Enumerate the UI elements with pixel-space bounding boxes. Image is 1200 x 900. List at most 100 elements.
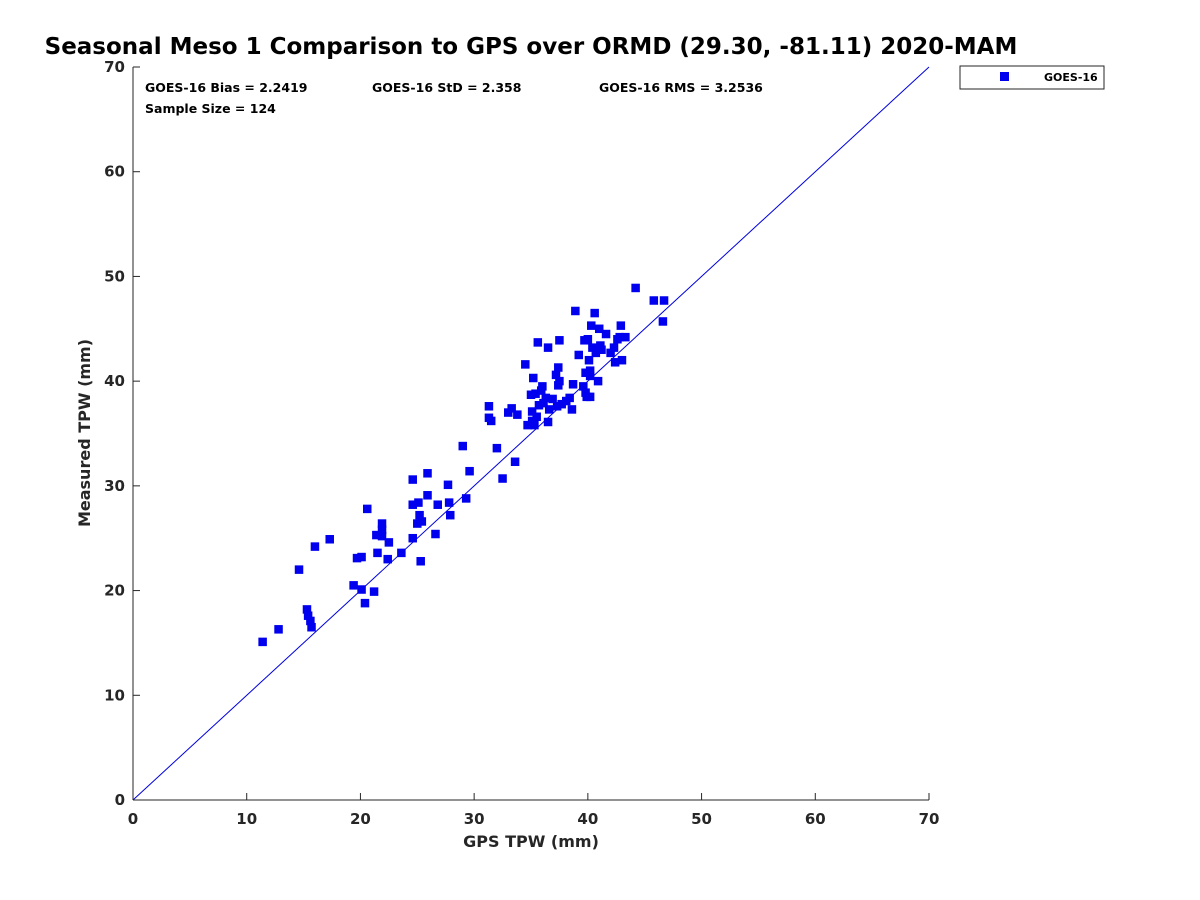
data-point [369, 587, 379, 596]
data-point [510, 457, 520, 467]
data-point [590, 308, 599, 318]
data-point [294, 565, 304, 574]
y-tick-label: 40 [104, 372, 125, 390]
one-to-one-line [132, 66, 930, 801]
data-point [349, 581, 358, 590]
data-point [554, 363, 563, 372]
data-point [523, 420, 532, 430]
data-point [588, 343, 597, 352]
data-point [461, 494, 471, 503]
data-point [274, 625, 283, 634]
data-point [526, 390, 536, 400]
data-point [377, 531, 387, 541]
stat-bias: GOES-16 Bias = 2.2419 [145, 80, 307, 95]
data-point [377, 525, 387, 535]
x-tick-label: 40 [577, 810, 598, 828]
y-tick-label: 10 [104, 686, 125, 704]
x-ticks: 0 10 20 30 40 50 60 70 [128, 793, 940, 828]
x-axis-label: GPS TPW (mm) [463, 832, 599, 851]
data-point [659, 296, 669, 305]
data-point [531, 389, 540, 398]
data-point [533, 338, 543, 347]
data-point [431, 529, 440, 539]
data-point [585, 371, 595, 381]
x-tick-label: 0 [128, 810, 138, 828]
data-point [621, 332, 630, 342]
data-point [538, 382, 547, 391]
data-point [397, 548, 406, 558]
stat-std: GOES-16 StD = 2.358 [372, 80, 521, 95]
data-point [423, 491, 432, 500]
legend-label-goes-16: GOES-16 [1044, 71, 1098, 84]
data-point [583, 335, 593, 344]
data-point [593, 376, 603, 386]
data-point [414, 498, 423, 507]
y-tick-label: 70 [104, 58, 125, 76]
x-tick-label: 70 [919, 810, 940, 828]
data-point [423, 469, 432, 478]
data-point [617, 355, 627, 365]
data-point [306, 616, 315, 626]
data-point [310, 542, 320, 551]
data-point [513, 410, 522, 419]
chart-title: Seasonal Meso 1 Comparison to GPS over O… [45, 34, 1018, 60]
data-point [521, 360, 530, 369]
data-point [609, 343, 619, 352]
data-point [383, 554, 392, 564]
data-point [408, 500, 417, 509]
x-tick-label: 20 [350, 810, 371, 828]
data-point [587, 321, 596, 330]
data-point [325, 535, 334, 544]
data-point [658, 317, 668, 326]
data-point [507, 404, 516, 413]
data-point [649, 296, 659, 305]
data-point [352, 553, 362, 563]
data-point [539, 398, 548, 408]
data-point [557, 399, 566, 409]
y-ticks: 0 10 20 30 40 50 60 70 [104, 58, 140, 809]
legend: GOES-16 [959, 65, 1105, 90]
data-point [373, 548, 382, 558]
data-point [568, 380, 578, 389]
data-point [543, 417, 553, 427]
data-point [446, 510, 455, 520]
data-point [416, 557, 425, 566]
data-point [302, 605, 312, 614]
data-point [530, 420, 539, 430]
data-point [433, 500, 442, 509]
data-point [360, 598, 370, 608]
data-point [534, 400, 544, 410]
data-point [413, 519, 422, 528]
data-point [548, 394, 557, 404]
data-point [616, 321, 626, 330]
y-tick-label: 20 [104, 582, 125, 600]
legend-box [959, 65, 1105, 90]
data-point [357, 552, 366, 562]
data-point [384, 538, 394, 547]
reference-line-layer [132, 66, 930, 801]
data-point [551, 370, 561, 380]
data-point [408, 533, 417, 543]
data-point [377, 519, 387, 528]
x-tick-label: 60 [805, 810, 826, 828]
data-point [555, 336, 564, 345]
data-point [415, 510, 424, 520]
data-point [552, 402, 562, 411]
data-point [529, 373, 538, 383]
y-tick-label: 0 [115, 791, 125, 809]
data-point [417, 517, 427, 526]
data-point [610, 358, 620, 367]
data-point [606, 348, 615, 358]
data-point [615, 332, 624, 342]
data-point [443, 480, 453, 490]
y-tick-label: 50 [104, 267, 125, 285]
data-point [532, 412, 541, 421]
y-axis-label: Measured TPW (mm) [75, 339, 94, 527]
data-points [258, 283, 669, 647]
data-point [597, 345, 606, 354]
data-point [574, 350, 584, 360]
data-point [585, 392, 595, 402]
data-point [363, 504, 372, 514]
stat-rms: GOES-16 RMS = 3.2536 [599, 80, 763, 95]
